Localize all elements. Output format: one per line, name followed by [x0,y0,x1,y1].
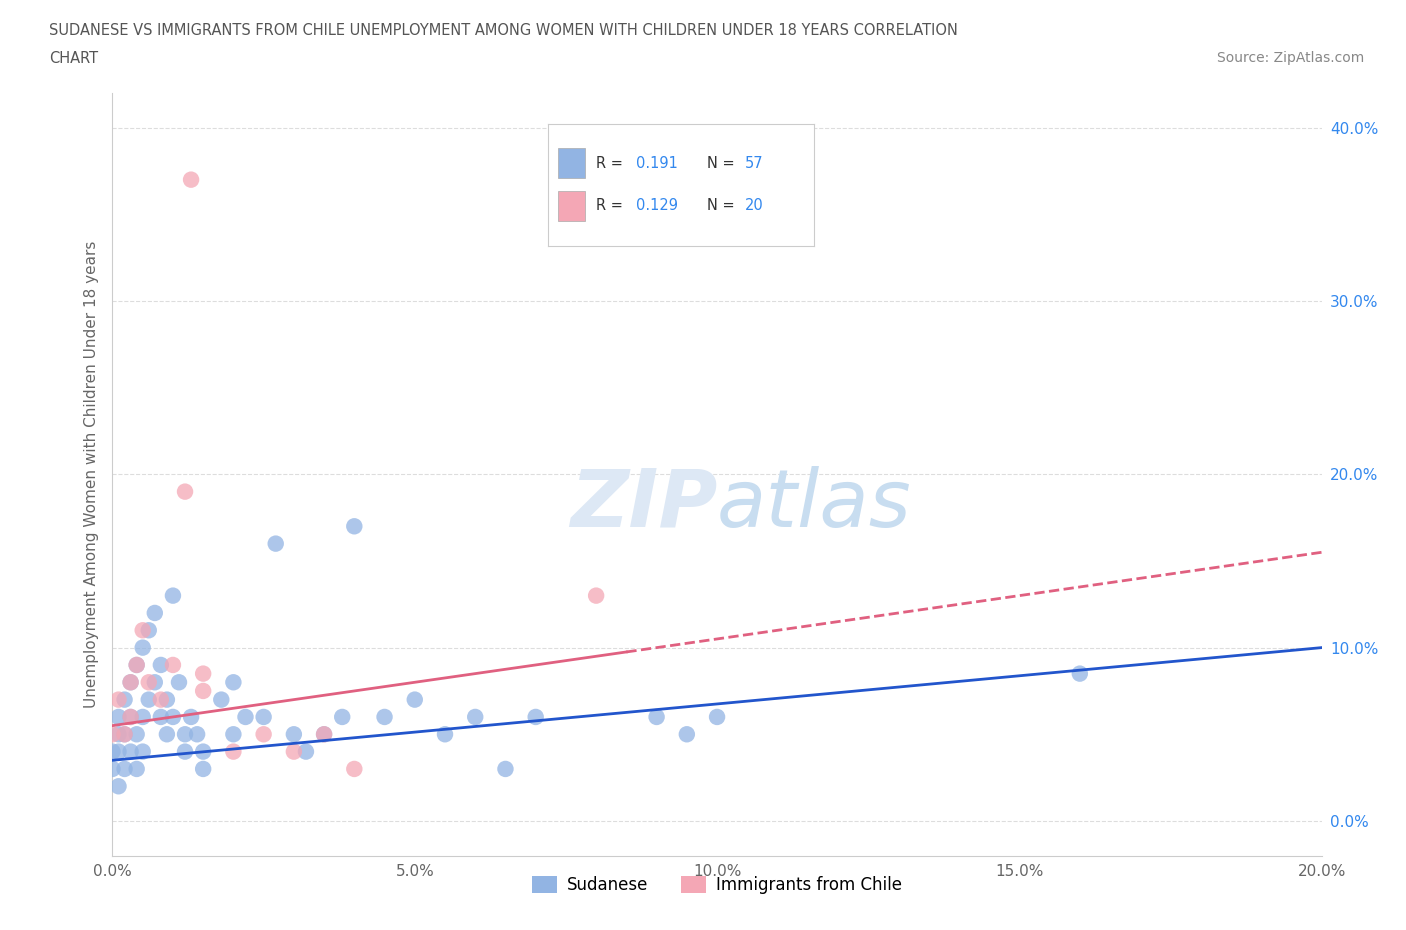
Point [149,710,172,724]
Point [706,710,728,724]
Point [125,762,148,777]
Point [314,727,336,742]
Point [180,172,202,187]
Point [645,710,668,724]
Point [191,666,214,681]
Point [374,710,396,724]
Point [253,727,276,742]
Point [138,675,160,690]
Point [314,727,336,742]
Point [156,727,179,742]
Point [253,710,276,724]
Point [114,762,136,777]
Point [101,762,124,777]
Point [149,692,172,707]
Text: SUDANESE VS IMMIGRANTS FROM CHILE UNEMPLOYMENT AMONG WOMEN WITH CHILDREN UNDER 1: SUDANESE VS IMMIGRANTS FROM CHILE UNEMPL… [49,23,957,38]
Text: atlas: atlas [717,466,912,544]
Point [174,744,197,759]
Y-axis label: Unemployment Among Women with Children Under 18 years: Unemployment Among Women with Children U… [83,241,98,708]
Point [191,744,214,759]
Point [167,675,190,690]
Point [143,675,166,690]
Point [404,692,426,707]
Point [433,727,456,742]
Text: CHART: CHART [49,51,98,66]
Point [101,744,124,759]
Point [132,710,155,724]
Point [343,762,366,777]
Point [191,684,214,698]
Point [138,692,160,707]
Point [675,727,697,742]
Point [162,658,184,672]
Point [132,744,155,759]
Text: ZIP: ZIP [569,466,717,544]
Point [222,744,245,759]
Point [132,623,155,638]
Point [156,692,179,707]
Point [120,744,142,759]
Point [149,658,172,672]
Point [120,675,142,690]
Point [343,519,366,534]
Point [222,727,245,742]
Point [143,605,166,620]
Point [186,727,208,742]
Point [283,744,305,759]
Point [107,727,129,742]
Point [125,658,148,672]
Point [162,710,184,724]
Point [107,710,129,724]
Point [174,727,197,742]
Point [295,744,318,759]
Point [114,727,136,742]
Point [101,727,124,742]
Point [120,675,142,690]
Point [264,537,287,551]
Legend: Sudanese, Immigrants from Chile: Sudanese, Immigrants from Chile [524,870,910,900]
Point [107,744,129,759]
Point [180,710,202,724]
Point [107,778,129,793]
Point [138,623,160,638]
Point [114,727,136,742]
Point [330,710,353,724]
Point [191,762,214,777]
Point [283,727,305,742]
Point [524,710,547,724]
Point [120,710,142,724]
Point [125,727,148,742]
Point [107,692,129,707]
Point [222,675,245,690]
Point [174,485,197,499]
Point [464,710,486,724]
Point [1069,666,1091,681]
Point [235,710,257,724]
Point [120,710,142,724]
Point [495,762,517,777]
Point [114,692,136,707]
Point [162,588,184,603]
Text: Source: ZipAtlas.com: Source: ZipAtlas.com [1216,51,1364,65]
Point [585,588,607,603]
Point [125,658,148,672]
Point [132,640,155,655]
Point [209,692,232,707]
